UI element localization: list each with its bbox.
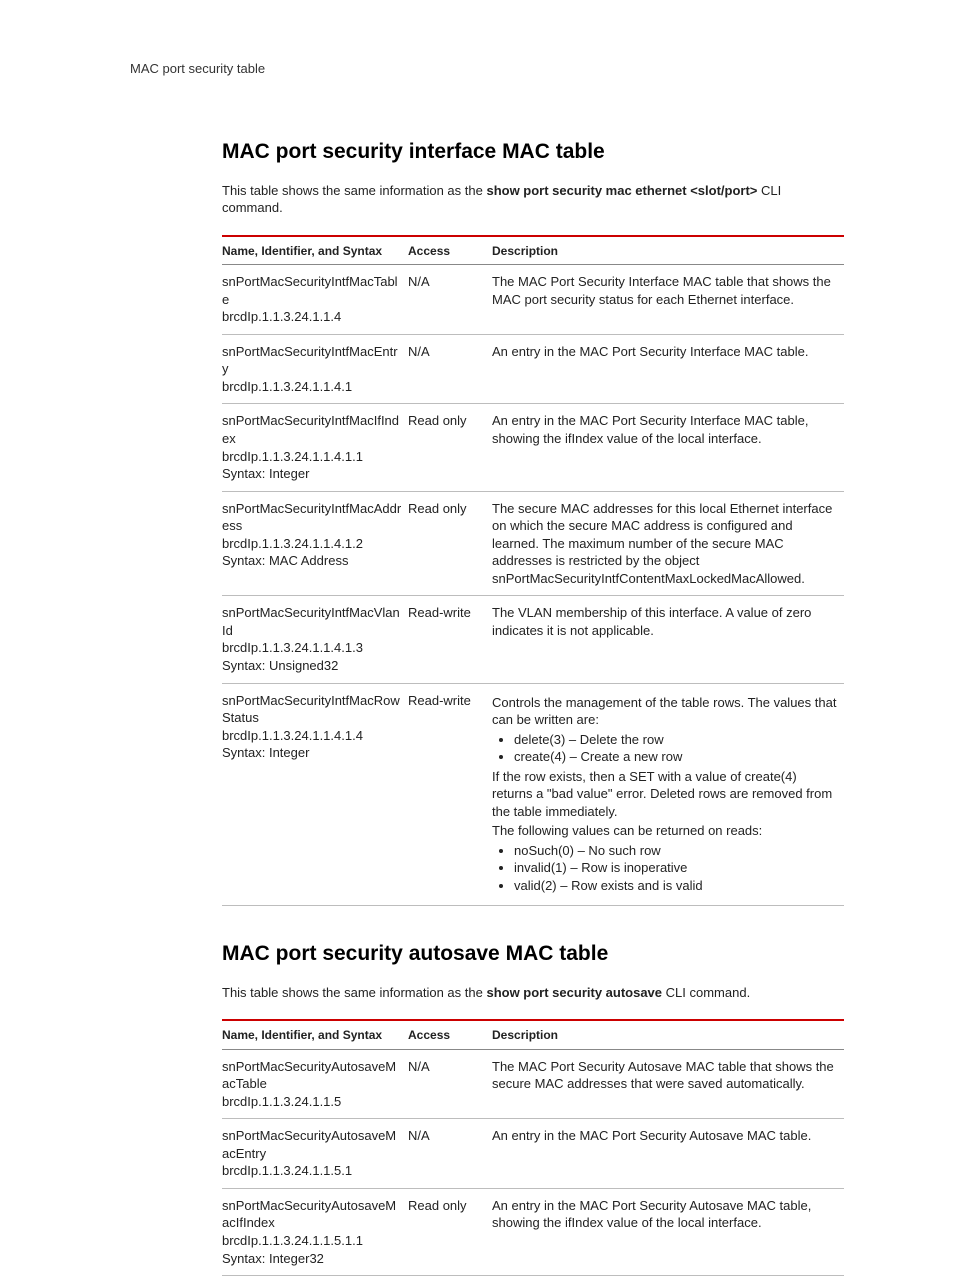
col-header-desc: Description (492, 1020, 844, 1049)
col-header-name: Name, Identifier, and Syntax (222, 236, 408, 265)
obj-oid: brcdIp.1.1.3.24.1.1.4.1.4 (222, 727, 402, 745)
col-header-access: Access (408, 1020, 492, 1049)
desc-text: Controls the management of the table row… (492, 694, 838, 729)
desc-list: delete(3) – Delete the row create(4) – C… (492, 731, 838, 766)
cell-desc: The MAC Port Security Interface MAC tabl… (492, 265, 844, 335)
obj-name: snPortMacSecurityIntfMacAddress (222, 500, 402, 535)
section-heading: MAC port security autosave MAC table (222, 940, 844, 968)
list-item: delete(3) – Delete the row (514, 731, 838, 749)
cell-name: snPortMacSecurityAutosaveMacTable brcdIp… (222, 1049, 408, 1119)
table-row: snPortMacSecurityIntfMacVlanId brcdIp.1.… (222, 596, 844, 683)
obj-syntax: Syntax: Integer32 (222, 1250, 402, 1268)
cell-access: Read only (408, 1188, 492, 1275)
content-area: MAC port security interface MAC table Th… (222, 138, 844, 1276)
intro-suffix: CLI command. (662, 985, 750, 1000)
col-header-desc: Description (492, 236, 844, 265)
mib-table: Name, Identifier, and Syntax Access Desc… (222, 235, 844, 906)
obj-oid: brcdIp.1.1.3.24.1.1.5 (222, 1093, 402, 1111)
cell-desc: An entry in the MAC Port Security Autosa… (492, 1188, 844, 1275)
desc-text: If the row exists, then a SET with a val… (492, 768, 838, 821)
cell-name: snPortMacSecurityIntfMacAddress brcdIp.1… (222, 491, 408, 596)
cell-access: N/A (408, 1049, 492, 1119)
cell-access: Read-write (408, 596, 492, 683)
list-item: create(4) – Create a new row (514, 748, 838, 766)
cell-desc: Controls the management of the table row… (492, 683, 844, 905)
cell-desc: The VLAN membership of this interface. A… (492, 596, 844, 683)
cell-name: snPortMacSecurityIntfMacTable brcdIp.1.1… (222, 265, 408, 335)
table-row: snPortMacSecurityIntfMacEntry brcdIp.1.1… (222, 334, 844, 404)
desc-list: noSuch(0) – No such row invalid(1) – Row… (492, 842, 838, 895)
table-row: snPortMacSecurityIntfMacRowStatus brcdIp… (222, 683, 844, 905)
section-intro: This table shows the same information as… (222, 984, 844, 1002)
list-item: invalid(1) – Row is inoperative (514, 859, 838, 877)
cell-desc: An entry in the MAC Port Security Autosa… (492, 1119, 844, 1189)
obj-oid: brcdIp.1.1.3.24.1.1.4.1.3 (222, 639, 402, 657)
obj-oid: brcdIp.1.1.3.24.1.1.4.1.1 (222, 448, 402, 466)
obj-name: snPortMacSecurityAutosaveMacTable (222, 1058, 402, 1093)
obj-syntax: Syntax: MAC Address (222, 552, 402, 570)
list-item: valid(2) – Row exists and is valid (514, 877, 838, 895)
table-header-row: Name, Identifier, and Syntax Access Desc… (222, 236, 844, 265)
desc-text: The following values can be returned on … (492, 822, 838, 840)
obj-oid: brcdIp.1.1.3.24.1.1.4.1.2 (222, 535, 402, 553)
cell-name: snPortMacSecurityIntfMacRowStatus brcdIp… (222, 683, 408, 905)
obj-syntax: Syntax: Unsigned32 (222, 657, 402, 675)
section-intro: This table shows the same information as… (222, 182, 844, 217)
obj-syntax: Syntax: Integer (222, 465, 402, 483)
obj-name: snPortMacSecurityAutosaveMacEntry (222, 1127, 402, 1162)
col-header-name: Name, Identifier, and Syntax (222, 1020, 408, 1049)
mib-table: Name, Identifier, and Syntax Access Desc… (222, 1019, 844, 1276)
cell-name: snPortMacSecurityIntfMacIfIndex brcdIp.1… (222, 404, 408, 491)
intro-prefix: This table shows the same information as… (222, 183, 486, 198)
table-row: snPortMacSecurityAutosaveMacEntry brcdIp… (222, 1119, 844, 1189)
intro-cmd: show port security autosave (486, 985, 662, 1000)
obj-syntax: Syntax: Integer (222, 744, 402, 762)
cell-name: snPortMacSecurityAutosaveMacIfIndex brcd… (222, 1188, 408, 1275)
table-row: snPortMacSecurityAutosaveMacTable brcdIp… (222, 1049, 844, 1119)
intro-cmd: show port security mac ethernet <slot/po… (486, 183, 757, 198)
table-header-row: Name, Identifier, and Syntax Access Desc… (222, 1020, 844, 1049)
col-header-access: Access (408, 236, 492, 265)
cell-access: N/A (408, 1119, 492, 1189)
list-item: noSuch(0) – No such row (514, 842, 838, 860)
running-head: MAC port security table (130, 60, 844, 78)
cell-access: Read only (408, 404, 492, 491)
cell-desc: An entry in the MAC Port Security Interf… (492, 334, 844, 404)
cell-access: N/A (408, 334, 492, 404)
obj-name: snPortMacSecurityIntfMacVlanId (222, 604, 402, 639)
table-row: snPortMacSecurityAutosaveMacIfIndex brcd… (222, 1188, 844, 1275)
obj-name: snPortMacSecurityIntfMacIfIndex (222, 412, 402, 447)
cell-desc: An entry in the MAC Port Security Interf… (492, 404, 844, 491)
obj-oid: brcdIp.1.1.3.24.1.1.4 (222, 308, 402, 326)
table-row: snPortMacSecurityIntfMacTable brcdIp.1.1… (222, 265, 844, 335)
cell-access: Read-write (408, 683, 492, 905)
section-heading: MAC port security interface MAC table (222, 138, 844, 166)
intro-prefix: This table shows the same information as… (222, 985, 486, 1000)
obj-name: snPortMacSecurityAutosaveMacIfIndex (222, 1197, 402, 1232)
cell-name: snPortMacSecurityIntfMacVlanId brcdIp.1.… (222, 596, 408, 683)
obj-name: snPortMacSecurityIntfMacRowStatus (222, 692, 402, 727)
cell-name: snPortMacSecurityIntfMacEntry brcdIp.1.1… (222, 334, 408, 404)
cell-desc: The MAC Port Security Autosave MAC table… (492, 1049, 844, 1119)
obj-oid: brcdIp.1.1.3.24.1.1.4.1 (222, 378, 402, 396)
table-row: snPortMacSecurityIntfMacAddress brcdIp.1… (222, 491, 844, 596)
cell-name: snPortMacSecurityAutosaveMacEntry brcdIp… (222, 1119, 408, 1189)
cell-access: Read only (408, 491, 492, 596)
obj-oid: brcdIp.1.1.3.24.1.1.5.1 (222, 1162, 402, 1180)
obj-name: snPortMacSecurityIntfMacEntry (222, 343, 402, 378)
cell-desc: The secure MAC addresses for this local … (492, 491, 844, 596)
page: MAC port security table MAC port securit… (0, 0, 954, 1235)
table-row: snPortMacSecurityIntfMacIfIndex brcdIp.1… (222, 404, 844, 491)
cell-access: N/A (408, 265, 492, 335)
obj-name: snPortMacSecurityIntfMacTable (222, 273, 402, 308)
